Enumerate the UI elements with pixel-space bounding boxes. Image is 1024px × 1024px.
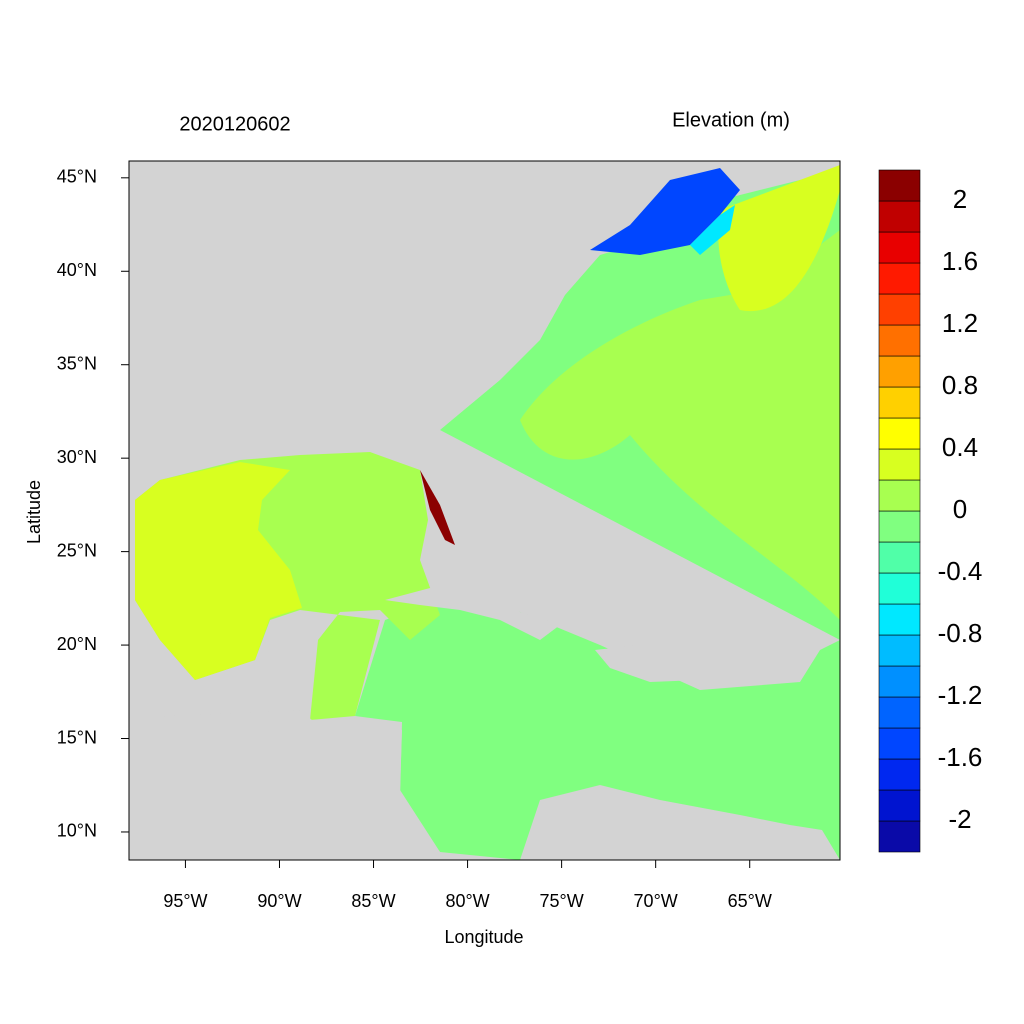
colorbar-box xyxy=(878,231,921,264)
colorbar-label: 0 xyxy=(953,494,967,524)
y-tick-label: 20°N xyxy=(57,634,97,654)
colorbar-box xyxy=(878,479,921,512)
colorbar-label: -1.6 xyxy=(938,742,983,772)
y-tick-label: 40°N xyxy=(57,260,97,280)
x-axis-label: Longitude xyxy=(444,927,523,947)
colorbar-label: -1.2 xyxy=(938,680,983,710)
y-tick-label: 25°N xyxy=(57,540,97,560)
colorbar-label: 1.2 xyxy=(942,308,978,338)
date-label: 2020120602 xyxy=(179,113,290,135)
south-america xyxy=(520,785,840,860)
colorbar-box xyxy=(878,541,921,574)
plot-frame xyxy=(128,160,841,861)
colorbar-box xyxy=(878,727,921,760)
colorbar-box xyxy=(878,758,921,791)
y-tick-label: 30°N xyxy=(57,447,97,467)
map-field xyxy=(128,160,841,861)
colorbar-box xyxy=(878,200,921,233)
colorbar-label: 2 xyxy=(953,184,967,214)
colorbar-box xyxy=(878,324,921,357)
colorbar-box xyxy=(878,386,921,419)
hispaniola xyxy=(595,645,700,682)
colorbar-label: 0.4 xyxy=(942,432,978,462)
colorbar-box xyxy=(878,665,921,698)
shelf-gradient xyxy=(690,205,735,255)
colorbar-box xyxy=(878,603,921,636)
variable-label: Elevation (m) xyxy=(672,109,790,131)
atlantic-high xyxy=(520,230,840,620)
y-tick-label: 35°N xyxy=(57,353,97,373)
gulf-of-maine xyxy=(590,168,740,255)
x-tick-label: 70°W xyxy=(634,891,678,911)
colorbar-box xyxy=(878,169,921,202)
colorbar-box xyxy=(878,293,921,326)
colorbar-box xyxy=(878,820,921,853)
x-tick-label: 65°W xyxy=(728,891,772,911)
x-tick-label: 95°W xyxy=(163,891,207,911)
x-tick-label: 80°W xyxy=(445,891,489,911)
colorbar-box xyxy=(878,696,921,729)
colorbar-box xyxy=(878,262,921,295)
south-florida xyxy=(420,470,455,545)
y-tick-label: 15°N xyxy=(57,727,97,747)
cuba xyxy=(385,588,560,640)
central-america xyxy=(129,710,440,860)
colorbar-box xyxy=(878,510,921,543)
y-tick-label: 10°N xyxy=(57,821,97,841)
nova-scotia-shelf xyxy=(718,165,840,312)
colorbar-box xyxy=(878,448,921,481)
y-axis-label: Latitude xyxy=(24,480,44,544)
colorbar-box xyxy=(878,572,921,605)
x-tick-label: 75°W xyxy=(540,891,584,911)
colorbar-box xyxy=(878,789,921,822)
western-gulf xyxy=(135,462,302,680)
x-tick-label: 90°W xyxy=(257,891,301,911)
colorbar-box xyxy=(878,355,921,388)
colorbar-box xyxy=(878,634,921,667)
colorbar-box xyxy=(878,417,921,450)
colorbar-label: -2 xyxy=(948,804,971,834)
x-tick-label: 85°W xyxy=(351,891,395,911)
colorbar-label: -0.8 xyxy=(938,618,983,648)
colorbar-label: -0.4 xyxy=(938,556,983,586)
colorbar-label: 0.8 xyxy=(942,370,978,400)
y-tick-label: 45°N xyxy=(57,167,97,187)
colorbar-label: 1.6 xyxy=(942,246,978,276)
